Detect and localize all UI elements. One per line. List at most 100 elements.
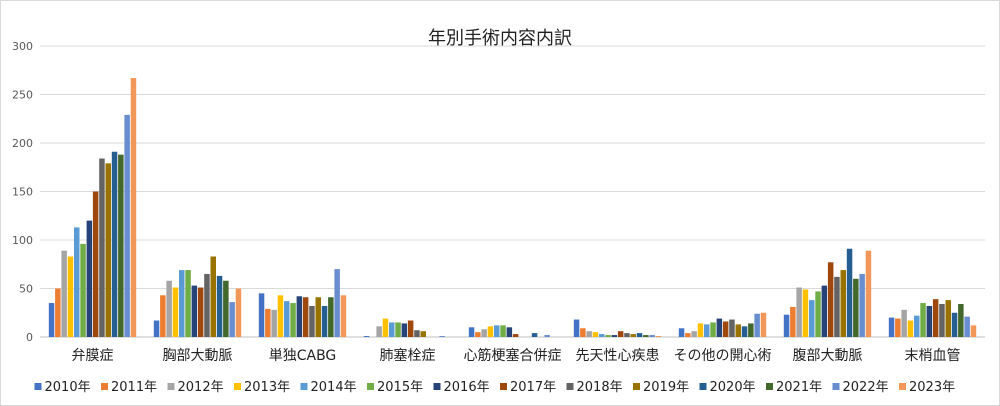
bar [630,334,636,337]
legend-swatch [234,383,241,390]
bar [124,114,130,338]
bar [846,248,853,337]
category-label: 弁膜症 [72,348,114,364]
bar [382,318,389,337]
legend-swatch [367,383,374,390]
legend-swatch [167,383,175,390]
bar [783,314,790,337]
bar [340,295,347,337]
y-tick-label: 250 [12,89,33,102]
bar [802,289,809,337]
bar [815,291,821,337]
bar [92,191,99,337]
chart-title: 年別手術内容内訳 [428,28,572,49]
bar [67,256,74,337]
bar [153,320,160,337]
bar [853,278,859,337]
bar [105,163,111,337]
legend-label: 2011年 [111,380,157,395]
bar [939,304,945,337]
legend-swatch [34,383,42,390]
bar [395,322,401,337]
bar [166,280,172,337]
bar [691,331,697,337]
bar [945,300,951,337]
bar [500,325,506,337]
category-label: 腹部大動脈 [793,347,863,364]
category-label: 胸部大動脈 [163,348,233,364]
bar [809,300,815,337]
bar [580,328,586,337]
y-tick-label: 200 [12,137,33,150]
bar [111,151,118,337]
bar [710,322,716,337]
bar [796,287,802,337]
bar [48,303,55,337]
bar [216,275,223,337]
bar [888,317,895,337]
bar [74,227,80,337]
bar [389,322,395,337]
bar [284,301,290,337]
bar [754,313,760,337]
bar [605,335,611,337]
legend-label: 2019年 [643,380,689,395]
bar [494,325,500,337]
bar [920,303,926,337]
legend-label: 2018年 [577,380,623,395]
legend-swatch [699,383,707,390]
bar [704,324,710,337]
bar [859,273,865,337]
bar [223,280,229,337]
bar [932,299,939,337]
legend-swatch [899,383,906,390]
y-tick-label: 150 [12,186,33,199]
bar [729,319,735,337]
bar [376,326,382,337]
bar [741,326,748,337]
y-tick-label: 100 [12,234,33,247]
axis-layer: 0 50 100 150 200 250 300 弁膜症 胸部大動脈 単独CABG 肺塞栓症 心筋梗塞… [12,40,961,364]
legend-swatch [300,383,308,390]
bar [643,335,649,337]
bar [61,250,67,337]
bar [191,285,198,337]
bar [290,303,296,337]
bar [599,334,605,337]
bar [958,304,964,337]
bar [531,333,538,337]
bar [363,336,370,337]
bar [697,323,704,337]
legend-swatch [832,383,840,390]
category-label: 先天性心疾患 [576,348,660,364]
bar [179,270,185,337]
bar [229,302,235,337]
legend-swatch [500,383,507,390]
bar [160,295,166,337]
legend-label: 2020年 [710,380,756,395]
legend-label: 2014年 [311,380,357,395]
bar [130,78,137,337]
bar [951,312,958,337]
bar-layer [48,78,977,338]
legend-swatch [433,383,441,390]
bar [315,297,321,337]
bar [439,336,445,337]
bar [204,273,210,337]
legend-swatch [101,383,108,390]
category-label: 単独CABG [269,348,337,364]
bar [506,327,513,337]
bar [271,309,277,337]
bar [420,331,426,337]
legend-swatch [633,383,640,390]
bar [827,262,834,337]
bar [970,325,977,337]
bar [99,158,105,337]
bar [926,305,933,337]
bar [821,285,828,337]
bar [865,250,872,337]
legend-swatch [566,383,574,390]
legend-layer: 2010年 2011年 2012年 2013年 2014年 2015年 2016年 2017年… [34,380,955,395]
bar [901,309,907,337]
